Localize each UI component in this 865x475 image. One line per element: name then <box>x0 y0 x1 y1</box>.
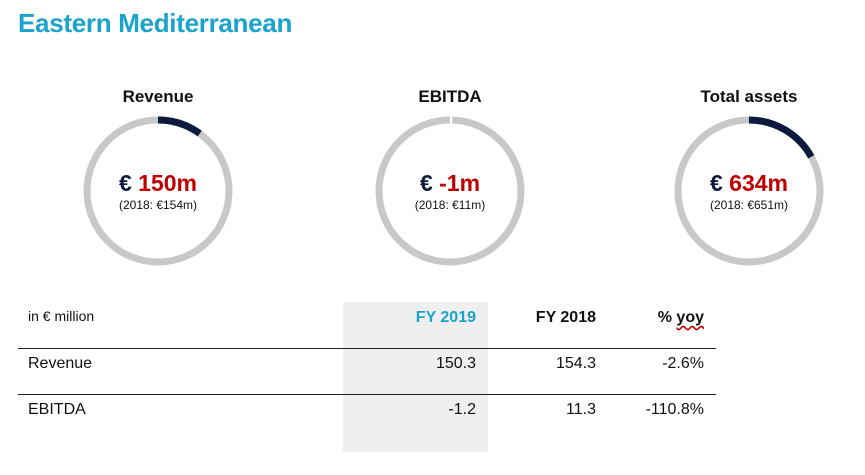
kpi-label: Revenue <box>122 87 194 106</box>
kpi-value: € 150m <box>119 170 197 196</box>
page-title: Eastern Mediterranean <box>18 8 293 38</box>
kpi-amount: -1m <box>439 170 481 196</box>
column-header-fy2018: FY 2018 <box>535 309 596 326</box>
donut-ring <box>674 116 824 266</box>
currency-symbol: € <box>419 170 433 196</box>
kpi-prior-year: (2018: €11m) <box>414 198 486 212</box>
kpi-value: € 634m <box>710 170 788 196</box>
kpi-total-assets: Total assets € 634m (2018: €651m) <box>664 85 834 269</box>
kpi-amount: 634m <box>729 170 788 196</box>
header-divider <box>18 348 716 349</box>
cell-fy2019: 150.3 <box>435 355 476 372</box>
column-header-yoy: % yoy <box>658 308 704 328</box>
donut-chart: € -1m (2018: €11m) <box>372 113 528 269</box>
currency-symbol: € <box>118 170 132 196</box>
table-header-row: in € million FY 2019 FY 2018 % yoy <box>18 302 718 349</box>
donut-chart: € 634m (2018: €651m) <box>671 113 827 269</box>
donut-arc <box>83 116 233 266</box>
cell-fy2018: 154.3 <box>555 355 596 372</box>
donut-arc <box>674 116 824 266</box>
kpi-amount: 150m <box>138 170 197 196</box>
yoy-word: yoy <box>676 309 704 326</box>
kpi-ebitda: EBITDA € -1m (2018: €11m) <box>365 85 535 269</box>
cell-fy2019: -1.2 <box>448 401 476 418</box>
row-divider <box>18 394 716 395</box>
row-label: Revenue <box>28 355 93 372</box>
kpi-prior-year: (2018: €651m) <box>709 198 789 212</box>
kpi-prior-year: (2018: €154m) <box>118 198 198 212</box>
unit-label: in € million <box>28 308 95 324</box>
cell-yoy: -110.8% <box>645 401 704 418</box>
donut-ring <box>375 116 525 266</box>
yoy-percent-sign: % <box>657 309 677 326</box>
table-row: Revenue 150.3 154.3 -2.6% <box>18 348 718 395</box>
currency-symbol: € <box>709 170 723 196</box>
donut-ring <box>83 116 233 266</box>
kpi-label: EBITDA <box>418 87 482 106</box>
donut-arc <box>375 116 525 266</box>
column-header-fy2019: FY 2019 <box>415 309 476 326</box>
cell-fy2018: 11.3 <box>566 401 596 418</box>
donut-chart: € 150m (2018: €154m) <box>80 113 236 269</box>
financial-table: in € million FY 2019 FY 2018 % yoy Reven… <box>18 302 718 440</box>
highlight-column <box>343 302 488 452</box>
kpi-revenue: Revenue € 150m (2018: €154m) <box>73 85 243 269</box>
row-label: EBITDA <box>28 401 86 418</box>
kpi-label: Total assets <box>700 87 798 106</box>
table-row: EBITDA -1.2 11.3 -110.8% <box>18 394 718 440</box>
kpi-value: € -1m <box>420 170 480 196</box>
cell-yoy: -2.6% <box>662 355 704 372</box>
